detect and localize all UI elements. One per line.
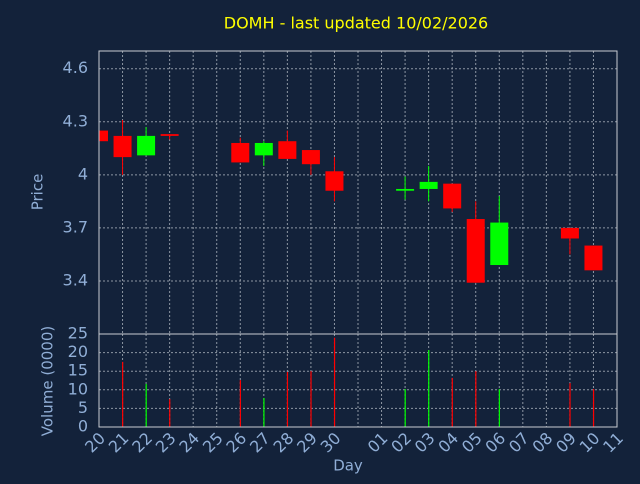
volume-bar [286,371,289,427]
volume-bars [122,337,595,427]
y-tick-label: 4.3 [63,111,88,130]
volume-bar [169,399,171,427]
candle-body [419,181,438,189]
x-axis-label: Day [333,457,363,475]
candle-body [99,130,108,142]
candle-body [301,150,320,165]
candle-body [325,171,344,191]
candle-body [466,219,485,283]
candle-body [560,227,579,239]
volume-bar [451,377,453,427]
y-axis-label: Volume (0000) [39,326,57,436]
volume-bar [592,389,595,427]
candles [99,119,603,283]
candle-body [113,135,132,158]
volume-bar [310,371,312,427]
chart-title: DOMH - last updated 10/02/2026 [224,14,488,33]
candle-body [231,142,250,163]
candle-body [137,135,156,156]
volume-bar [428,349,430,427]
y-tick-label: 20 [68,342,88,361]
candle-body [490,222,509,266]
volume-bar [145,383,147,427]
candle-body [160,134,179,136]
price-grid [99,51,617,334]
candle-body [396,188,415,191]
candle-body [254,142,273,156]
y-tick-label: 15 [68,361,88,380]
volume-bar [239,380,241,427]
y-tick-label: 10 [68,379,88,398]
y-tick-label: 5 [78,398,88,417]
y-tick-label: 3.4 [63,270,88,289]
candle-body [584,245,603,271]
volume-bar [475,371,477,427]
y-axis-label: Price [29,174,47,211]
x-tick-label: 30 [317,429,345,457]
volume-grid [99,333,617,428]
y-tick-label: 0 [78,417,88,436]
tick-labels: 3.43.744.34.6051015202520212223242526272… [63,58,627,456]
volume-bar [263,397,265,427]
volume-bar [122,361,124,427]
candle-body [278,141,297,159]
volume-frame [98,333,618,428]
x-tick-label: 11 [599,429,627,457]
y-tick-label: 4 [78,164,88,183]
y-tick-label: 3.7 [63,217,88,236]
y-tick-label: 4.6 [63,58,88,77]
volume-bar [498,389,500,427]
candle-body [443,183,462,209]
volume-bar [333,337,336,427]
y-tick-label: 25 [68,324,88,343]
volume-bar [404,389,406,427]
volume-bar [569,383,571,427]
